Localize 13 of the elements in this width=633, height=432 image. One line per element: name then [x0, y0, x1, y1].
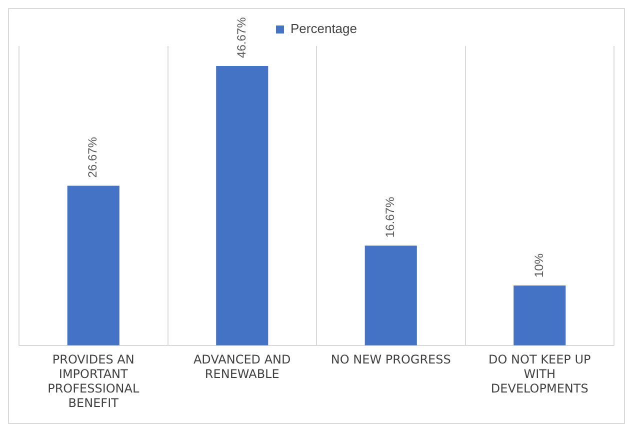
x-tick-label: PROVIDES AN IMPORTANT PROFESSIONAL BENEFIT	[48, 352, 140, 410]
bar	[216, 66, 268, 346]
data-label: 26.67%	[86, 136, 100, 178]
bar	[67, 186, 120, 346]
bar	[364, 246, 417, 346]
data-label: 46.67%	[234, 16, 248, 58]
x-tick-label: ADVANCED AND RENEWABLE	[193, 352, 291, 382]
x-tick-label: NO NEW PROGRESS	[330, 352, 451, 367]
legend-label: Percentage	[290, 21, 358, 36]
data-label: 10%	[532, 253, 546, 278]
bar	[514, 286, 566, 346]
data-label: 16.67%	[383, 196, 398, 238]
x-tick-label: DO NOT KEEP UP WITH DEVELOPMENTS	[488, 352, 591, 396]
